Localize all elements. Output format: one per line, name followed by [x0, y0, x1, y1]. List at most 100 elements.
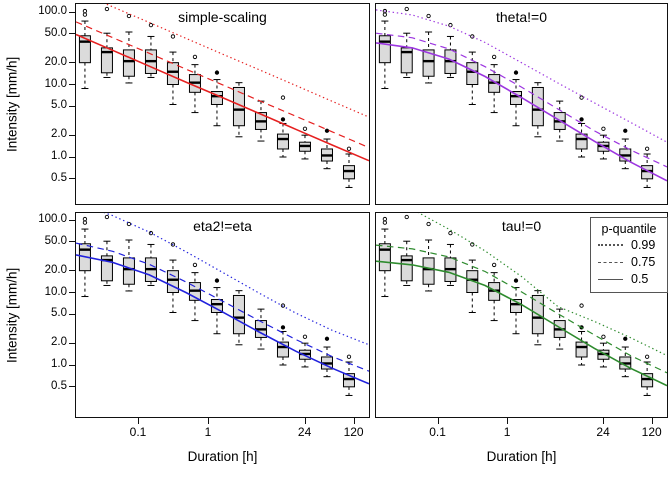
boxplot — [575, 303, 588, 366]
outlier-point — [192, 54, 198, 60]
y-tick-mark — [69, 84, 75, 85]
x-tick-label: 24 — [596, 425, 610, 439]
x-tick-mark — [651, 418, 653, 424]
legend-entry-099: 0.99 — [591, 237, 667, 253]
outlier-point — [104, 6, 110, 12]
dashed-line-sample — [598, 261, 623, 263]
boxplot — [320, 336, 333, 378]
x-tick-mark — [208, 418, 209, 424]
outlier-point — [104, 214, 110, 220]
outlier-point — [82, 220, 88, 225]
outlier-point — [382, 12, 388, 17]
y-tick-mark — [69, 134, 75, 136]
outlier-point — [601, 334, 606, 339]
legend-title: p-quantile — [601, 222, 657, 236]
panel-title-theta: theta!=0 — [496, 9, 547, 25]
y-tick-mark — [69, 386, 75, 388]
x-tick-mark — [603, 418, 605, 424]
boxplot — [510, 70, 523, 127]
legend-entry-075: 0.75 — [591, 254, 667, 270]
y-tick-label: 20.0 — [44, 55, 67, 68]
outlier-point — [623, 336, 628, 341]
outlier-point — [426, 13, 431, 19]
boxplot — [210, 70, 223, 127]
x-tick-mark — [304, 418, 306, 424]
y-tick-label: 0.5 — [51, 171, 67, 184]
outlier-point — [324, 336, 330, 341]
boxplot — [444, 230, 457, 286]
y-tick-mark — [69, 105, 75, 107]
x-tick-label: 1 — [503, 425, 511, 439]
quantile-line-q75 — [76, 21, 369, 149]
panel-eta2 — [75, 212, 370, 418]
outlier-point — [324, 128, 330, 133]
x-tick-mark — [353, 418, 355, 424]
outlier-point — [280, 325, 286, 330]
quantile-line-q99 — [104, 4, 369, 118]
y-tick-mark — [69, 270, 75, 272]
quantile-line-q50 — [76, 254, 369, 385]
panel-title-tau: tau!=0 — [501, 218, 542, 234]
boxplot — [378, 216, 391, 298]
plot-area-tau!=0 — [376, 213, 667, 396]
y-tick-mark — [69, 62, 75, 64]
y-tick-mark — [69, 178, 75, 180]
outlier-point — [579, 117, 584, 122]
boxplot — [232, 290, 245, 346]
plot-area-simple-scaling — [76, 4, 369, 188]
y-tick-mark — [69, 364, 75, 366]
legend-label: 0.99 — [631, 238, 656, 252]
boxplot — [232, 82, 245, 138]
outlier-point — [302, 334, 308, 339]
boxplot — [400, 214, 413, 286]
quantile-line-q99 — [376, 9, 667, 143]
boxplot — [254, 308, 267, 350]
boxplot — [641, 354, 654, 396]
boxplot — [298, 334, 311, 368]
boxplot — [641, 146, 654, 188]
outlier-point — [448, 230, 453, 236]
boxplot — [466, 242, 479, 313]
boxplot — [575, 95, 588, 158]
y-tick-label: 1.0 — [51, 150, 67, 162]
outlier-point — [404, 214, 409, 220]
boxplot — [510, 278, 523, 335]
boxplot — [276, 303, 289, 366]
y-tick-mark — [69, 11, 75, 13]
quantile-line-q50 — [376, 42, 667, 182]
y-tick-label: 5.0 — [51, 307, 67, 320]
y-tick-label: 0.5 — [51, 379, 67, 392]
panel-simple-scaling — [75, 3, 370, 205]
boxplot — [78, 8, 91, 90]
quantile-line-q50 — [76, 33, 369, 162]
y-tick-label: 2.0 — [51, 128, 67, 141]
outlier-point — [170, 34, 176, 39]
outlier-point — [644, 146, 650, 151]
outlier-point — [346, 146, 352, 151]
boxplot — [320, 128, 333, 170]
y-tick-label: 50.0 — [44, 234, 67, 247]
outlier-point — [302, 126, 308, 131]
solid-line-sample — [598, 278, 623, 280]
quantile-line-q50 — [376, 260, 667, 387]
panel-theta — [375, 3, 668, 205]
y-tick-mark — [69, 156, 75, 158]
y-tick-mark — [69, 342, 75, 344]
quantile-line-q75 — [376, 32, 667, 168]
outlier-point — [346, 354, 352, 359]
x-axis-label-left: Duration [h] — [187, 449, 258, 464]
outlier-point — [470, 242, 475, 247]
boxplot — [597, 126, 610, 160]
outlier-point — [170, 242, 176, 247]
quantile-line-q99 — [417, 213, 667, 357]
outlier-point — [148, 230, 154, 236]
panel-title-eta2: eta2!=eta — [193, 218, 252, 234]
boxplot — [342, 354, 355, 396]
plot-area-eta2!=eta — [76, 213, 369, 396]
y-tick-label: 10.0 — [44, 285, 67, 298]
y-tick-label: 10.0 — [44, 77, 67, 90]
outlier-point — [426, 221, 431, 227]
x-tick-mark — [138, 418, 139, 424]
quantile-line-q99 — [103, 213, 369, 346]
